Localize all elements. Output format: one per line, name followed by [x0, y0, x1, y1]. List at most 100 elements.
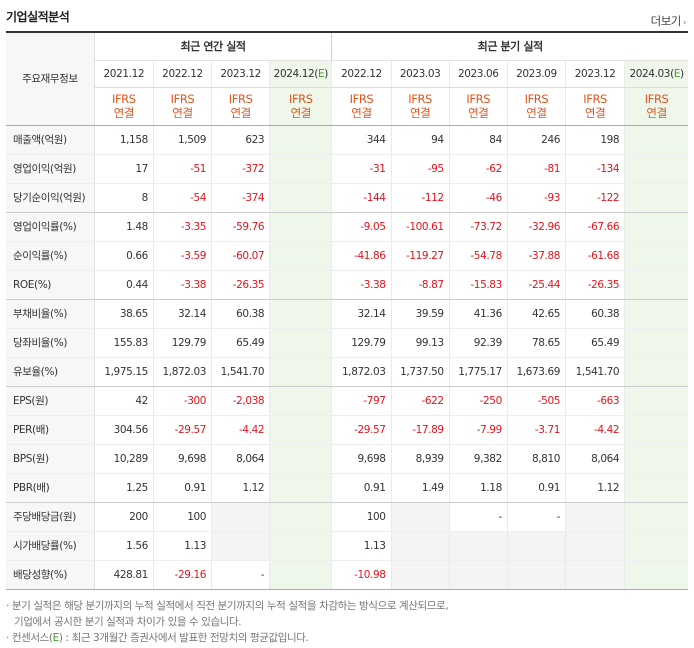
row-label: PBR(배)	[6, 473, 95, 503]
table-row: EPS(원) 42 -300 -2,038 -797 -622 -250 -505 -663	[6, 386, 688, 416]
table-cell	[269, 473, 333, 503]
ifrs-badge: IFRS 연결	[153, 87, 213, 126]
table-cell: -59.76	[211, 212, 271, 242]
table-cell: 129.79	[331, 328, 392, 358]
table-cell: -3.35	[153, 212, 213, 242]
row-label: ROE(%)	[6, 270, 95, 300]
table-cell: -797	[331, 386, 392, 416]
table-row: 당좌비율(%) 155.83 129.79 65.49 129.79 99.13 92.39…	[6, 328, 688, 358]
table-cell: 38.65	[94, 299, 154, 329]
more-link[interactable]: 더보기 ›	[650, 13, 687, 29]
table-cell	[624, 299, 688, 329]
table-cell: 9,382	[449, 444, 508, 474]
more-label: 더보기	[650, 14, 682, 28]
table-cell: 1.18	[449, 473, 508, 503]
table-cell: -25.44	[507, 270, 567, 300]
table-row: 순이익률(%) 0.66 -3.59 -60.07 -41.86 -119.27 -54.7…	[6, 241, 688, 271]
table-cell: 32.14	[153, 299, 213, 329]
table-row: 시가배당률(%) 1.56 1.13 1.13	[6, 531, 688, 561]
row-label: EPS(원)	[6, 386, 95, 416]
table-cell: -	[507, 502, 567, 532]
table-cell	[391, 502, 450, 532]
table-cell	[269, 125, 333, 155]
row-label: 시가배당률(%)	[6, 531, 95, 561]
table-cell: -622	[391, 386, 450, 416]
table-cell	[211, 531, 271, 561]
table-cell: -9.05	[331, 212, 392, 242]
table-cell: 198	[565, 125, 626, 155]
table-row: 배당성향(%) 428.81 -29.16- -10.98	[6, 560, 688, 590]
table-cell	[624, 357, 688, 387]
table-cell: -32.96	[507, 212, 567, 242]
table-cell: -60.07	[211, 241, 271, 271]
table-cell: 9,698	[331, 444, 392, 474]
table-cell: 65.49	[565, 328, 626, 358]
table-cell: -144	[331, 183, 392, 213]
table-cell: -95	[391, 154, 450, 184]
table-cell: 78.65	[507, 328, 567, 358]
table-cell	[391, 531, 450, 561]
table-cell: -26.35	[565, 270, 626, 300]
table-cell: 1,509	[153, 125, 213, 155]
table-cell	[269, 328, 333, 358]
table-cell	[624, 125, 688, 155]
row-label: 부채비율(%)	[6, 299, 95, 329]
table-cell: 10,289	[94, 444, 154, 474]
table-cell	[624, 415, 688, 445]
table-cell	[624, 183, 688, 213]
table-cell	[211, 502, 271, 532]
period-header: 2024.12(E)	[269, 60, 333, 88]
table-cell: -3.38	[153, 270, 213, 300]
table-row: 당기순이익(억원) 8 -54 -374 -144 -112 -46 -93 -122	[6, 183, 688, 213]
table-cell	[269, 212, 333, 242]
table-cell	[269, 560, 333, 590]
table-cell: -122	[565, 183, 626, 213]
table-cell: -54	[153, 183, 213, 213]
row-label: 배당성향(%)	[6, 560, 95, 590]
table-cell: 92.39	[449, 328, 508, 358]
table-cell	[624, 444, 688, 474]
table-cell: 1.13	[331, 531, 392, 561]
table-cell: 42	[94, 386, 154, 416]
row-label: 매출액(억원)	[6, 125, 95, 155]
quarter-group-header: 최근 분기 실적	[331, 33, 688, 61]
table-cell: 1,737.50	[391, 357, 450, 387]
table-cell	[269, 415, 333, 445]
table-cell: 0.91	[153, 473, 213, 503]
table-cell: 8,939	[391, 444, 450, 474]
table-cell	[624, 386, 688, 416]
table-cell: 1.25	[94, 473, 154, 503]
table-cell: -663	[565, 386, 626, 416]
table-cell: 0.91	[507, 473, 567, 503]
table-cell	[269, 444, 333, 474]
period-header: 2022.12	[331, 60, 392, 88]
table-cell: 42.65	[507, 299, 567, 329]
table-cell: -17.89	[391, 415, 450, 445]
table-cell	[624, 531, 688, 561]
table-cell: -	[211, 560, 271, 590]
table-cell: 428.81	[94, 560, 154, 590]
table-cell: -372	[211, 154, 271, 184]
table-row: 부채비율(%) 38.65 32.14 60.38 32.14 39.59 41.36 42.…	[6, 299, 688, 329]
table-cell: -8.87	[391, 270, 450, 300]
table-cell	[565, 531, 626, 561]
table-cell: 1.49	[391, 473, 450, 503]
table-cell: -31	[331, 154, 392, 184]
table-cell: 8,064	[565, 444, 626, 474]
table-cell: 1,158	[94, 125, 154, 155]
row-label: PER(배)	[6, 415, 95, 445]
table-cell: 1.56	[94, 531, 154, 561]
table-cell: 9,698	[153, 444, 213, 474]
table-cell: 623	[211, 125, 271, 155]
table-cell: 155.83	[94, 328, 154, 358]
table-cell	[269, 154, 333, 184]
table-cell: -300	[153, 386, 213, 416]
table-cell: -3.59	[153, 241, 213, 271]
table-cell: -3.38	[331, 270, 392, 300]
period-header: 2023.12	[565, 60, 626, 88]
table-cell	[449, 560, 508, 590]
table-cell: 1,975.15	[94, 357, 154, 387]
table-cell: 1,673.69	[507, 357, 567, 387]
period-header: 2021.12	[94, 60, 154, 88]
table-cell: -2,038	[211, 386, 271, 416]
